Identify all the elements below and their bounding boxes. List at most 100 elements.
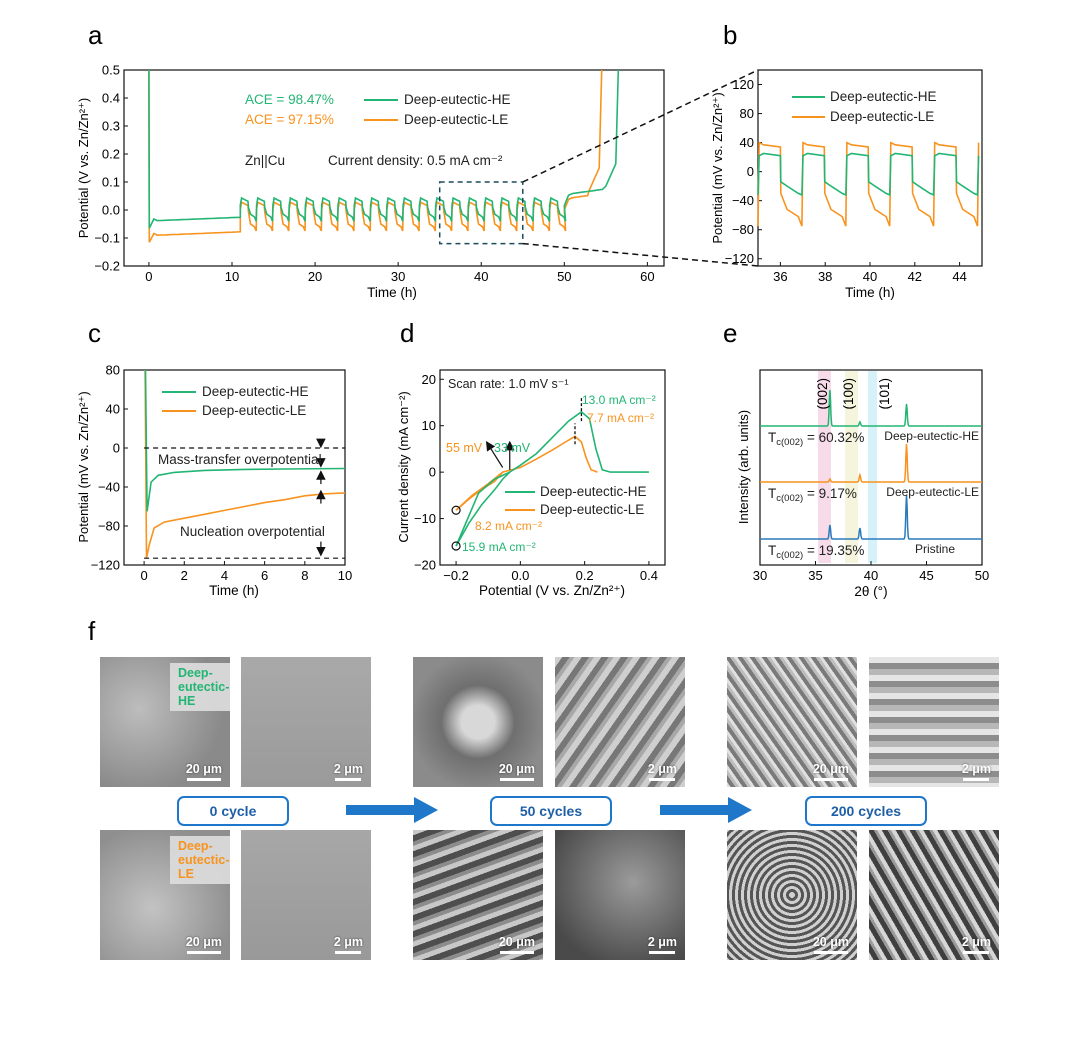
legend-le: Deep-eutectic-LE	[540, 502, 644, 517]
chart-d-xlabel: Potential (V vs. Zn/Zn²⁺)	[479, 583, 625, 598]
x-tick-label: 40	[864, 568, 878, 583]
y-tick-label: 40	[106, 402, 120, 417]
ace-he: ACE = 98.47%	[245, 92, 334, 107]
chart-d: −0.2 0.0 0.2 0.4 −20 −10 0 10 20 Scan rate: 1.0 …	[396, 369, 666, 598]
scale-bar-label: 2 μm	[961, 762, 991, 776]
legend-le: Deep-eutectic-LE	[404, 112, 508, 127]
panel-label-c: c	[88, 318, 101, 348]
sem-image: 2 μm	[241, 830, 371, 960]
scale-bar: 20 μm	[813, 762, 849, 781]
sem-texture	[241, 830, 371, 960]
series-line	[455, 410, 649, 547]
sem-image: 20 μm	[413, 830, 543, 960]
x-tick-label: 10	[338, 568, 352, 583]
sem-texture	[869, 657, 999, 787]
sem-texture	[413, 830, 543, 960]
scale-bar-line	[649, 778, 676, 781]
scale-bar-label: 2 μm	[647, 935, 677, 949]
current-density-label: Current density: 0.5 mA cm⁻²	[328, 153, 503, 168]
scale-bar-label: 2 μm	[333, 935, 363, 949]
x-tick-label: 45	[919, 568, 933, 583]
chart-e-series	[760, 389, 982, 540]
legend-he: Deep-eutectic-HE	[404, 92, 511, 107]
scale-bar-label: 20 μm	[498, 935, 535, 949]
nucleation-label: Nucleation overpotential	[180, 524, 325, 539]
y-tick-label: 0.2	[102, 147, 120, 162]
peak-label-101: (101)	[877, 378, 892, 410]
x-tick-label: 10	[225, 269, 239, 284]
series-line	[455, 471, 511, 547]
chart-c-frame	[123, 369, 346, 566]
series-line	[757, 152, 980, 197]
x-tick-label: 30	[391, 269, 405, 284]
scale-bar: 2 μm	[648, 935, 677, 954]
chart-c-xlabel: Time (h)	[209, 583, 259, 598]
scale-bar-label: 20 μm	[185, 762, 222, 776]
x-tick-label: 35	[808, 568, 822, 583]
chart-a-xlabel: Time (h)	[367, 285, 417, 300]
x-tick-label: 50	[975, 568, 989, 583]
scale-bar: 20 μm	[813, 935, 849, 954]
zoom-connector-top	[522, 69, 759, 183]
y-tick-label: 10	[422, 418, 436, 433]
chart-d-frame	[439, 369, 666, 566]
min-he-label: 15.9 mA cm⁻²	[462, 540, 536, 554]
chart-c-ticks: 0 2 4 6 8 10 −120 −80 −40 0 40 80	[91, 363, 353, 584]
sem-image: Deep-eutectic-HE 20 μm	[100, 657, 230, 787]
y-tick-label: 0.4	[102, 91, 120, 106]
chart-b-series	[757, 141, 980, 227]
chart-a-frame	[123, 69, 665, 267]
panel-label-e: e	[723, 318, 737, 348]
scale-bar-line	[499, 778, 534, 781]
sem-image: Deep-eutectic-LE 20 μm	[100, 830, 230, 960]
scale-bar: 2 μm	[962, 935, 991, 954]
scale-bar-label: 2 μm	[961, 935, 991, 949]
cycle-label-0: 0 cycle	[177, 796, 289, 826]
scale-bar-line	[813, 778, 848, 781]
scale-bar: 2 μm	[648, 762, 677, 781]
y-tick-label: −20	[414, 558, 436, 573]
sem-image: 2 μm	[869, 657, 999, 787]
chart-e: 30 35 40 45 50 (002) (100) (101) Tc(002) = 6…	[736, 369, 989, 599]
peak-le-label: 7.7 mA cm⁻²	[587, 411, 654, 425]
x-tick-label: 40	[474, 269, 488, 284]
scale-bar-label: 20 μm	[812, 935, 849, 949]
tc-le-label: Tc(002) = 9.17%	[768, 486, 857, 504]
scale-bar-label: 20 μm	[498, 762, 535, 776]
progress-arrow-2	[660, 797, 752, 823]
panel-label-f: f	[88, 616, 96, 646]
arrow-55mv	[485, 440, 504, 468]
x-tick-label: 0	[145, 269, 152, 284]
scale-bar-line	[186, 951, 221, 954]
series-line	[760, 389, 982, 427]
scale-bar-label: 20 μm	[812, 762, 849, 776]
sem-image: 2 μm	[555, 657, 685, 787]
sem-image: 2 μm	[241, 657, 371, 787]
ace-le: ACE = 97.15%	[245, 112, 334, 127]
min-le-label: 8.2 mA cm⁻²	[475, 519, 542, 533]
y-tick-label: −10	[414, 511, 436, 526]
scale-bar-line	[813, 951, 848, 954]
x-tick-label: 60	[640, 269, 654, 284]
series-line	[757, 141, 980, 227]
chart-d-ylabel: Current density (mA cm⁻²)	[396, 391, 411, 542]
x-tick-label: 38	[818, 269, 832, 284]
mass-transfer-label: Mass-transfer overpotential	[158, 452, 322, 467]
y-tick-label: −40	[98, 480, 120, 495]
y-tick-label: 0	[429, 465, 436, 480]
x-tick-label: 36	[773, 269, 787, 284]
scale-bar-line	[335, 778, 362, 781]
chart-e-ylabel: Intensity (arb. units)	[736, 410, 751, 524]
series-name-he: Deep-eutectic-HE	[884, 429, 979, 443]
y-tick-label: 80	[740, 106, 754, 121]
y-tick-label: −0.2	[94, 259, 120, 274]
x-tick-label: 40	[863, 269, 877, 284]
sem-texture	[413, 657, 543, 787]
chart-e-ticks: 30 35 40 45 50	[753, 561, 989, 583]
scale-bar-line	[963, 951, 990, 954]
sem-image: 20 μm	[727, 657, 857, 787]
series-line	[144, 369, 346, 512]
scale-bar-label: 2 μm	[333, 762, 363, 776]
y-tick-label: −0.1	[94, 231, 120, 246]
x-tick-label: 50	[557, 269, 571, 284]
